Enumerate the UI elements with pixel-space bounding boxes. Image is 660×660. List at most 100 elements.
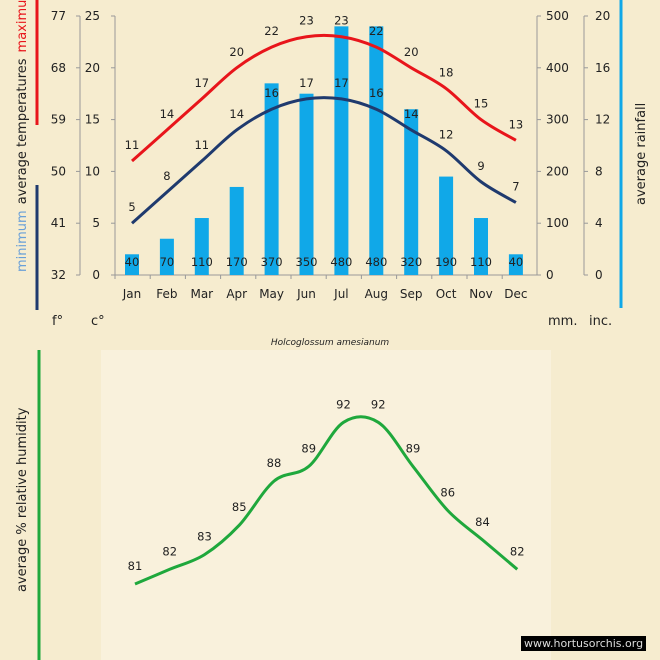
month-label: May xyxy=(259,287,284,301)
max-label: maximum xyxy=(15,0,30,52)
rainfall-bar xyxy=(264,83,279,275)
inches-tick-label: 16 xyxy=(595,61,610,75)
mm-unit: mm. xyxy=(548,314,577,329)
humidity-line xyxy=(134,415,519,586)
max-temp-label: 20 xyxy=(404,45,419,59)
celsius-tick-label: 5 xyxy=(92,216,100,230)
min-temp-label: 7 xyxy=(512,179,519,193)
min-temp-label: 12 xyxy=(439,128,454,142)
humidity-value-label: 92 xyxy=(336,397,351,411)
max-temp-label: 15 xyxy=(474,97,489,111)
rainfall-value-label: 170 xyxy=(226,255,248,269)
humidity-value-label: 82 xyxy=(162,544,177,558)
fahrenheit-tick-label: 59 xyxy=(51,113,66,127)
mm-tick-label: 300 xyxy=(546,113,569,127)
humidity-axis-title: average % relative humidity xyxy=(15,407,30,592)
fahrenheit-tick-label: 50 xyxy=(51,164,66,178)
species-name: Holcoglossum amesianum xyxy=(271,338,390,348)
humidity-value-label: 84 xyxy=(475,515,490,529)
rainfall-bar xyxy=(299,93,314,275)
max-temp-label: 22 xyxy=(264,24,279,38)
fahrenheit-unit: f° xyxy=(52,314,63,329)
month-label: Oct xyxy=(436,287,457,301)
rainfall-value-label: 350 xyxy=(296,255,318,269)
month-label: Sep xyxy=(400,287,423,301)
humidity-value-label: 82 xyxy=(510,544,525,558)
humidity-value-label: 85 xyxy=(232,500,247,514)
mm-tick-label: 500 xyxy=(546,9,569,23)
max-temp-line xyxy=(131,33,517,163)
celsius-tick-label: 25 xyxy=(85,9,100,23)
rainfall-bar xyxy=(369,26,384,275)
inches-tick-label: 8 xyxy=(595,164,603,178)
month-label: Jul xyxy=(333,287,348,301)
fahrenheit-tick-label: 68 xyxy=(51,61,66,75)
inches-tick-label: 20 xyxy=(595,9,610,23)
rainfall-bar xyxy=(159,238,174,275)
rainfall-bar xyxy=(194,218,209,275)
rainfall-value-label: 110 xyxy=(191,255,213,269)
fahrenheit-tick-label: 32 xyxy=(51,268,66,282)
celsius-tick-label: 0 xyxy=(92,268,100,282)
rainfall-bar xyxy=(508,254,523,275)
min-temp-label: 16 xyxy=(264,86,279,100)
celsius-tick-label: 10 xyxy=(85,164,100,178)
min-temp-label: 5 xyxy=(128,200,135,214)
watermark: www.hortusorchis.org xyxy=(521,636,647,651)
max-temp-label: 23 xyxy=(334,14,349,28)
humidity-panel xyxy=(101,350,551,660)
humidity-value-label: 88 xyxy=(267,456,282,470)
month-label: Jun xyxy=(296,287,316,301)
min-temp-label: 16 xyxy=(369,86,384,100)
inches-tick-label: 0 xyxy=(595,268,603,282)
celsius-tick-label: 15 xyxy=(85,113,100,127)
min-temp-label: 9 xyxy=(477,159,484,173)
celsius-unit: c° xyxy=(91,314,105,329)
rainfall-bar xyxy=(474,218,488,275)
humidity-value-label: 81 xyxy=(128,559,143,573)
temp-axis-title: minimum average temperatures maximum xyxy=(15,0,30,272)
min-temp-label: 17 xyxy=(334,76,349,90)
rainfall-bar xyxy=(439,176,454,275)
mm-tick-label: 400 xyxy=(546,61,569,75)
max-temp-label: 22 xyxy=(369,24,384,38)
month-label: Jan xyxy=(122,287,142,301)
mm-tick-label: 100 xyxy=(546,216,569,230)
max-temp-label: 17 xyxy=(194,76,209,90)
max-temp-label: 18 xyxy=(439,66,454,80)
rainfall-value-label: 320 xyxy=(400,255,422,269)
fahrenheit-tick-label: 41 xyxy=(51,216,66,230)
min-temp-line xyxy=(131,96,517,225)
rainfall-value-label: 480 xyxy=(365,255,387,269)
mm-tick-label: 200 xyxy=(546,164,569,178)
humidity-value-label: 83 xyxy=(197,530,212,544)
humidity-value-label: 92 xyxy=(371,397,386,411)
rainfall-bar xyxy=(404,109,419,276)
min-label: minimum xyxy=(15,210,30,272)
max-temp-label: 23 xyxy=(299,14,314,28)
rain-axis-title: average rainfall xyxy=(634,103,649,205)
max-temp-label: 14 xyxy=(160,107,175,121)
inches-unit: inc. xyxy=(589,314,612,329)
month-label: Aug xyxy=(365,287,388,301)
celsius-tick-label: 20 xyxy=(85,61,100,75)
month-label: Nov xyxy=(469,287,492,301)
rainfall-bar xyxy=(229,186,244,275)
humidity-value-label: 89 xyxy=(301,441,316,455)
inches-tick-label: 12 xyxy=(595,113,610,127)
month-label: Apr xyxy=(226,287,247,301)
avg-temp-label: average temperatures xyxy=(15,58,30,204)
month-label: Feb xyxy=(156,287,177,301)
max-temp-label: 11 xyxy=(125,138,140,152)
max-temp-label: 20 xyxy=(229,45,244,59)
min-temp-label: 14 xyxy=(404,107,419,121)
humidity-value-label: 86 xyxy=(440,486,455,500)
min-temp-label: 14 xyxy=(229,107,244,121)
max-temp-label: 13 xyxy=(509,117,524,131)
fahrenheit-tick-label: 77 xyxy=(51,9,66,23)
rainfall-bar xyxy=(125,254,139,275)
humidity-value-label: 89 xyxy=(406,441,421,455)
rainfall-value-label: 480 xyxy=(330,255,352,269)
month-label: Dec xyxy=(504,287,527,301)
